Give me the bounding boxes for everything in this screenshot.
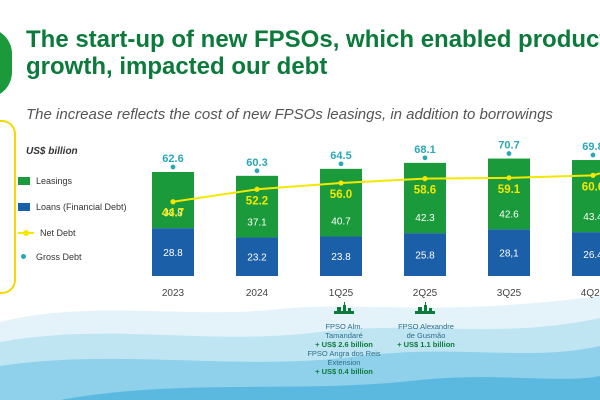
annotation-2q25: FPSO Alexandre de Gusmão + US$ 1.1 billi… xyxy=(378,322,474,349)
leasings-value-label: 40.7 xyxy=(331,216,351,227)
gross-debt-value-label: 70.7 xyxy=(498,140,519,152)
loans-value-label: 23.8 xyxy=(331,252,351,263)
annotation-text: de Gusmão xyxy=(406,331,446,340)
annotation-text: FPSO Alm. xyxy=(325,322,363,331)
gross-debt-point xyxy=(590,152,596,158)
net-debt-point xyxy=(506,175,512,181)
net-debt-point xyxy=(254,186,260,192)
x-tick-label: 2Q25 xyxy=(413,288,438,299)
gross-debt-point xyxy=(338,161,344,167)
legend-item-net-debt: Net Debt xyxy=(18,228,76,238)
title-line-1: The start-up of new FPSOs, which enabled… xyxy=(26,26,600,53)
annotation-amount: + US$ 0.4 billion xyxy=(315,367,373,376)
annotation-text: FPSO Alexandre xyxy=(398,322,454,331)
loans-value-label: 23.2 xyxy=(247,253,267,264)
loans-value-label: 28,1 xyxy=(499,249,519,260)
loans-bar xyxy=(236,237,278,276)
loans-value-label: 26.4 xyxy=(583,250,600,261)
x-tick-label: 2024 xyxy=(246,288,269,299)
gross-debt-swatch xyxy=(18,253,30,261)
net-debt-point xyxy=(338,180,344,186)
page-title: The start-up of new FPSOs, which enabled… xyxy=(26,26,600,80)
gross-debt-value-label: 68.1 xyxy=(414,144,435,156)
loans-bar xyxy=(572,232,600,276)
gross-debt-point xyxy=(422,155,428,161)
platform-icon xyxy=(334,302,354,314)
legend-item-gross-debt: Gross Debt xyxy=(18,252,82,262)
gross-debt-point xyxy=(254,168,260,174)
x-tick-label: 2023 xyxy=(162,288,185,299)
annotation-1q25: FPSO Alm. Tamandaré + US$ 2.6 billion FP… xyxy=(296,322,392,376)
gross-debt-point xyxy=(170,164,176,170)
net-debt-value-label: 58.6 xyxy=(414,185,436,197)
legend-item-leasings: Leasings xyxy=(18,176,72,186)
loans-bar xyxy=(320,236,362,276)
loans-bar xyxy=(404,233,446,276)
net-debt-point xyxy=(422,176,428,182)
gross-debt-value-label: 64.5 xyxy=(330,150,351,162)
leasings-value-label: 33.8 xyxy=(163,208,183,219)
net-debt-swatch xyxy=(18,230,34,236)
legend-label-net-debt: Net Debt xyxy=(40,228,76,238)
legend-label-gross-debt: Gross Debt xyxy=(36,252,82,262)
loans-swatch xyxy=(18,203,30,211)
legend-item-loans: Loans (Financial Debt) xyxy=(18,202,127,212)
net-debt-value-label: 59.1 xyxy=(498,184,521,196)
leasings-swatch xyxy=(18,177,30,185)
annotation-amount: + US$ 2.6 billion xyxy=(315,340,373,349)
leasings-bar xyxy=(236,175,278,238)
x-tick-label: 1Q25 xyxy=(329,288,354,299)
legend-label-leasings: Leasings xyxy=(36,176,73,186)
leasings-bar xyxy=(572,160,600,233)
annotation-text: FPSO Angra dos Reis xyxy=(307,349,381,358)
net-debt-point xyxy=(170,199,176,205)
loans-value-label: 28.8 xyxy=(163,248,183,259)
gross-debt-point xyxy=(506,151,512,156)
subtitle: The increase reflects the cost of new FP… xyxy=(26,106,553,123)
net-debt-point xyxy=(590,172,596,178)
net-debt-value-label: 56.0 xyxy=(330,189,352,201)
gross-debt-value-label: 60.3 xyxy=(246,157,267,169)
annotation-text: Extension xyxy=(327,358,361,367)
net-debt-value-label: 60.6 xyxy=(582,181,600,193)
loans-bar xyxy=(152,228,194,276)
x-tick-label: 3Q25 xyxy=(497,288,522,299)
platform-icon xyxy=(415,302,435,314)
annotation-text: Tamandaré xyxy=(325,331,363,340)
net-debt-value-label: 44.7 xyxy=(162,208,184,220)
leasings-value-label: 42.6 xyxy=(499,209,519,220)
annotation-amount: + US$ 1.1 billion xyxy=(397,340,455,349)
leasings-bar xyxy=(488,158,530,230)
loans-bar xyxy=(488,229,530,276)
unit-label: US$ billion xyxy=(26,146,78,157)
leasings-bar xyxy=(404,162,446,234)
leasings-value-label: 37.1 xyxy=(247,217,267,228)
leasings-value-label: 42.3 xyxy=(415,213,435,224)
gross-debt-value-label: 69.8 xyxy=(582,141,600,153)
loans-value-label: 25.8 xyxy=(415,251,435,262)
green-accent-shape xyxy=(0,28,12,98)
leasings-bar xyxy=(320,168,362,237)
gross-debt-value-label: 62.6 xyxy=(162,153,183,165)
leasings-value-label: 43.4 xyxy=(583,212,600,223)
x-tick-label: 4Q25 xyxy=(581,288,600,299)
legend-label-loans: Loans (Financial Debt) xyxy=(36,202,127,212)
title-line-2: growth, impacted our debt xyxy=(26,53,328,80)
net-debt-value-label: 52.2 xyxy=(246,195,268,207)
